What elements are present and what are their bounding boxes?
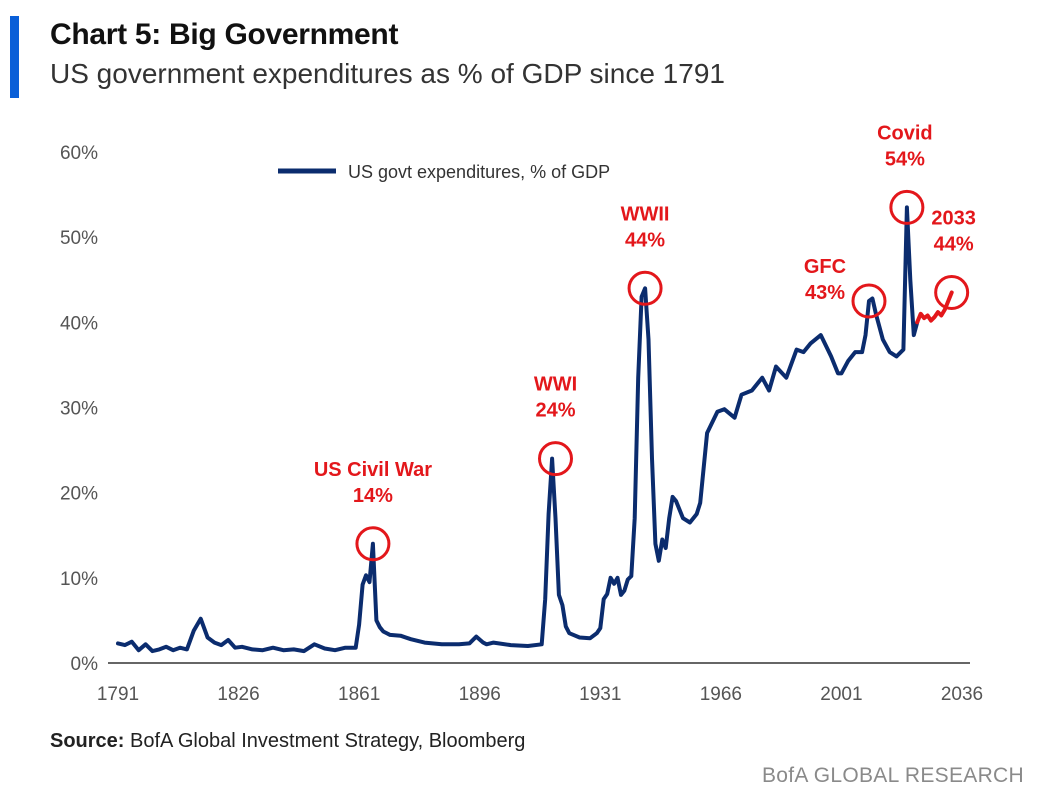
y-tick-label: 60% xyxy=(60,143,98,164)
annotation-label: GFC xyxy=(804,256,846,278)
source-label: Source: xyxy=(50,730,125,752)
annotation-value: 44% xyxy=(625,229,665,251)
annotation-circle xyxy=(889,189,925,225)
annotation-value: 24% xyxy=(535,400,575,422)
annotation-circle xyxy=(851,283,887,319)
x-tick-label: 1826 xyxy=(217,684,259,705)
annotation-value: 44% xyxy=(934,234,974,256)
annotation-label: 2033 xyxy=(931,208,976,230)
projection-line xyxy=(915,290,954,325)
brand-label: BofA GLOBAL RESEARCH xyxy=(762,764,1024,787)
x-axis-ticks: 1791 1826 1861 1896 1931 1966 2001 2036 xyxy=(97,684,983,705)
legend-label: US govt expenditures, % of GDP xyxy=(348,162,610,182)
annotation-label: WWII xyxy=(621,203,670,225)
annotation-circle xyxy=(627,270,663,306)
annotation-value: 14% xyxy=(353,485,393,507)
x-tick-label: 1861 xyxy=(338,684,380,705)
expenditure-line xyxy=(116,205,920,654)
legend: US govt expenditures, % of GDP xyxy=(278,162,610,182)
y-tick-label: 20% xyxy=(60,484,98,505)
y-tick-label: 40% xyxy=(60,313,98,334)
x-tick-label: 1791 xyxy=(97,684,139,705)
annotation-value: 54% xyxy=(885,148,925,170)
title-accent-bar xyxy=(10,16,19,98)
source-line: Source: BofA Global Investment Strategy,… xyxy=(50,730,525,753)
y-tick-label: 10% xyxy=(60,569,98,590)
annotation-circle xyxy=(355,526,391,562)
series-lines xyxy=(116,205,954,654)
annotation-circle xyxy=(934,275,970,311)
annotations: US Civil War 14% WWI 24% WWII 44% GFC 43% Covid 5… xyxy=(314,122,976,562)
x-tick-label: 1931 xyxy=(579,684,621,705)
source-text: BofA Global Investment Strategy, Bloombe… xyxy=(124,730,526,752)
y-tick-label: 0% xyxy=(71,654,99,675)
annotation-circle xyxy=(538,441,574,477)
annotation-value: 43% xyxy=(805,282,845,304)
annotation-label: Covid xyxy=(877,122,933,144)
y-tick-label: 50% xyxy=(60,228,98,249)
x-tick-label: 2001 xyxy=(820,684,862,705)
chart-title: Chart 5: Big Government xyxy=(50,18,399,51)
annotation-label: WWI xyxy=(534,374,577,396)
chart-subtitle: US government expenditures as % of GDP s… xyxy=(50,58,725,89)
x-tick-label: 1896 xyxy=(459,684,501,705)
y-tick-label: 30% xyxy=(60,399,98,420)
x-tick-label: 2036 xyxy=(941,684,983,705)
x-tick-label: 1966 xyxy=(700,684,742,705)
y-axis-ticks: 0% 10% 20% 30% 40% 50% 60% xyxy=(60,143,98,675)
annotation-label: US Civil War xyxy=(314,459,432,481)
